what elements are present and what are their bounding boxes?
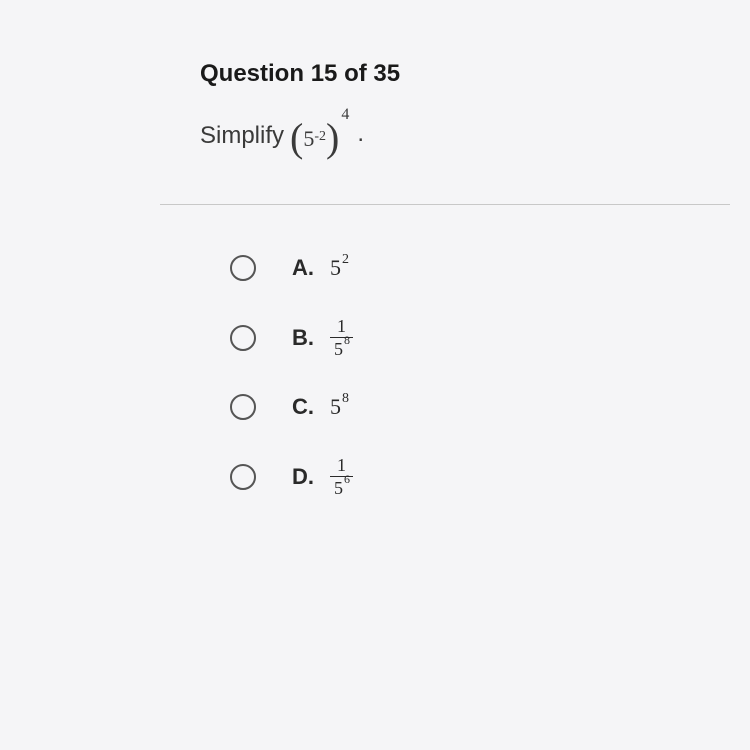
option-letter: C. [292, 394, 318, 420]
prompt-period: . [357, 120, 364, 148]
inner-exponent: -2 [314, 129, 326, 144]
option-c[interactable]: C. 58 [230, 394, 710, 420]
option-letter: A. [292, 255, 318, 281]
option-d[interactable]: D. 1 56 [230, 456, 710, 497]
option-value: 1 58 [330, 317, 353, 358]
option-b[interactable]: B. 1 58 [230, 317, 710, 358]
radio-icon[interactable] [230, 255, 256, 281]
prompt-lead: Simplify [200, 122, 284, 150]
inner-base: 5-2 [303, 126, 326, 152]
fraction: 1 58 [330, 317, 353, 358]
question-prefix: Question [200, 60, 304, 87]
option-letter: D. [292, 464, 318, 490]
question-header: Question 15 of 35 [200, 60, 710, 88]
fraction: 1 56 [330, 456, 353, 497]
option-a[interactable]: A. 52 [230, 255, 710, 281]
left-paren: ( [290, 120, 303, 156]
question-of: of [344, 60, 367, 87]
option-letter: B. [292, 325, 318, 351]
question-total: 35 [373, 60, 400, 87]
option-value: 1 56 [330, 456, 353, 497]
right-paren: ) [326, 120, 339, 156]
radio-icon[interactable] [230, 394, 256, 420]
options-list: A. 52 B. 1 58 C. 58 D. 1 [200, 255, 710, 497]
question-prompt: Simplify ( 5-2 ) 4 . [200, 118, 710, 154]
radio-icon[interactable] [230, 464, 256, 490]
math-expression: ( 5-2 ) 4 [290, 118, 347, 154]
option-value: 58 [330, 394, 348, 420]
outer-exponent: 4 [341, 106, 349, 124]
option-value: 52 [330, 255, 348, 281]
question-current: 15 [311, 60, 338, 87]
question-divider [160, 204, 730, 205]
radio-icon[interactable] [230, 325, 256, 351]
